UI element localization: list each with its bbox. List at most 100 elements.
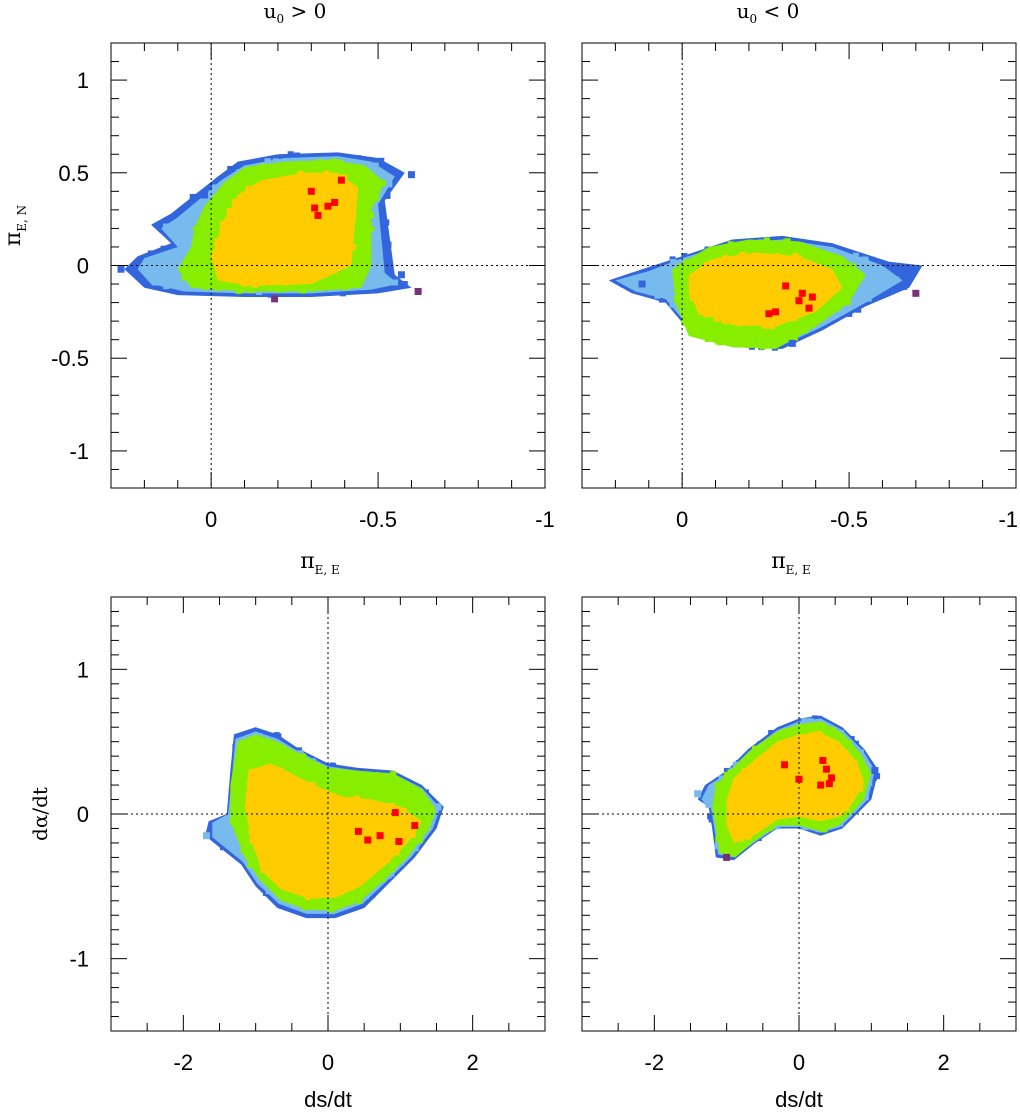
scatter-square (852, 252, 859, 259)
scatter-square (383, 219, 390, 226)
scatter-square (250, 222, 257, 229)
scatter-square (705, 801, 712, 808)
scatter-square (310, 181, 317, 188)
data-point (324, 202, 332, 210)
scatter-square (230, 166, 237, 173)
scatter-square (747, 255, 754, 262)
scatter-square (155, 222, 162, 229)
scatter-square (226, 208, 233, 215)
scatter-square (792, 252, 799, 259)
scatter-square (287, 809, 294, 816)
scatter-square (309, 781, 316, 788)
scatter-square (753, 265, 760, 272)
scatter-square (661, 278, 668, 285)
data-point (912, 289, 920, 297)
scatter-square (244, 742, 251, 749)
scatter-square (313, 281, 320, 288)
scatter-square (863, 279, 870, 286)
scatter-square (334, 788, 341, 795)
scatter-square (696, 316, 703, 323)
scatter-square (314, 232, 321, 239)
scatter-square (379, 210, 386, 217)
scatter-square (809, 787, 816, 794)
scatter-square (367, 804, 374, 811)
scatter-square (722, 255, 729, 262)
scatter-square (333, 183, 340, 190)
scatter-square (767, 825, 774, 832)
scatter-square (297, 750, 304, 757)
scatter-square (753, 801, 760, 808)
scatter-square (360, 791, 367, 798)
scatter-square (793, 758, 800, 765)
scatter-square (214, 238, 221, 245)
scatter-square (737, 835, 744, 842)
scatter-square (287, 151, 294, 158)
panel-top-right: 0 -0.5 -1 πE, E (581, 42, 1018, 577)
scatter-square (310, 245, 317, 252)
scatter-square (350, 213, 357, 220)
scatter-square (310, 808, 317, 815)
scatter-square (363, 193, 370, 200)
scatter-square (871, 274, 878, 281)
scatter-square (761, 317, 768, 324)
scatter-square (235, 206, 242, 213)
scatter-square (847, 777, 854, 784)
scatter-square (232, 199, 239, 206)
data-point (798, 289, 806, 297)
scatter-square (866, 780, 873, 787)
scatter-square (273, 286, 280, 293)
scatter-square (691, 289, 698, 296)
scatter-square (366, 799, 373, 806)
scatter-square (817, 793, 824, 800)
data-point (871, 767, 879, 775)
scatter-square (757, 241, 764, 248)
scatter-square (268, 194, 275, 201)
scatter-square (256, 210, 263, 217)
scatter-square (814, 776, 821, 783)
scatter-square (246, 249, 253, 256)
zero-lines (582, 597, 1016, 1031)
scatter-square (264, 158, 271, 165)
scatter-square (707, 252, 714, 259)
scatter-square (262, 200, 269, 207)
scatter-square (247, 775, 254, 782)
x-tick-label: 0 (322, 1050, 334, 1075)
scatter-square (154, 275, 161, 282)
scatter-square (865, 295, 872, 302)
scatter-square (305, 884, 312, 891)
scatter-square (331, 225, 338, 232)
scatter-square (288, 793, 295, 800)
scatter-square (181, 274, 188, 281)
scatter-square (862, 258, 869, 265)
scatter-square (801, 817, 808, 824)
scatter-square (361, 813, 368, 820)
scatter-square (842, 782, 849, 789)
scatter-square (401, 824, 408, 831)
scatter-square (328, 233, 335, 240)
density-regions (608, 235, 923, 351)
panel-bottom-right: -2 0 2 ds/dt (581, 596, 1017, 1112)
scatter-square (313, 836, 320, 843)
scatter-square (692, 328, 699, 335)
scatter-square (405, 848, 412, 855)
scatter-square (171, 232, 178, 239)
scatter-square (241, 257, 248, 264)
scatter-square (649, 279, 656, 286)
scatter-square (729, 848, 736, 855)
scatter-square (767, 752, 774, 759)
scatter-square (270, 223, 277, 230)
scatter-square (375, 250, 382, 257)
scatter-square (798, 804, 805, 811)
x-tick-label: -1 (535, 507, 555, 532)
scatter-square (807, 718, 814, 725)
scatter-square (884, 290, 891, 297)
scatter-square (844, 299, 851, 306)
scatter-square (747, 263, 754, 270)
scatter-square (374, 876, 381, 883)
scatter-square (816, 314, 823, 321)
scatter-square (297, 248, 304, 255)
scatter-square (701, 265, 708, 272)
x-tick-label: 0 (793, 1050, 805, 1075)
scatter-square (730, 789, 737, 796)
scatter-square (259, 860, 266, 867)
